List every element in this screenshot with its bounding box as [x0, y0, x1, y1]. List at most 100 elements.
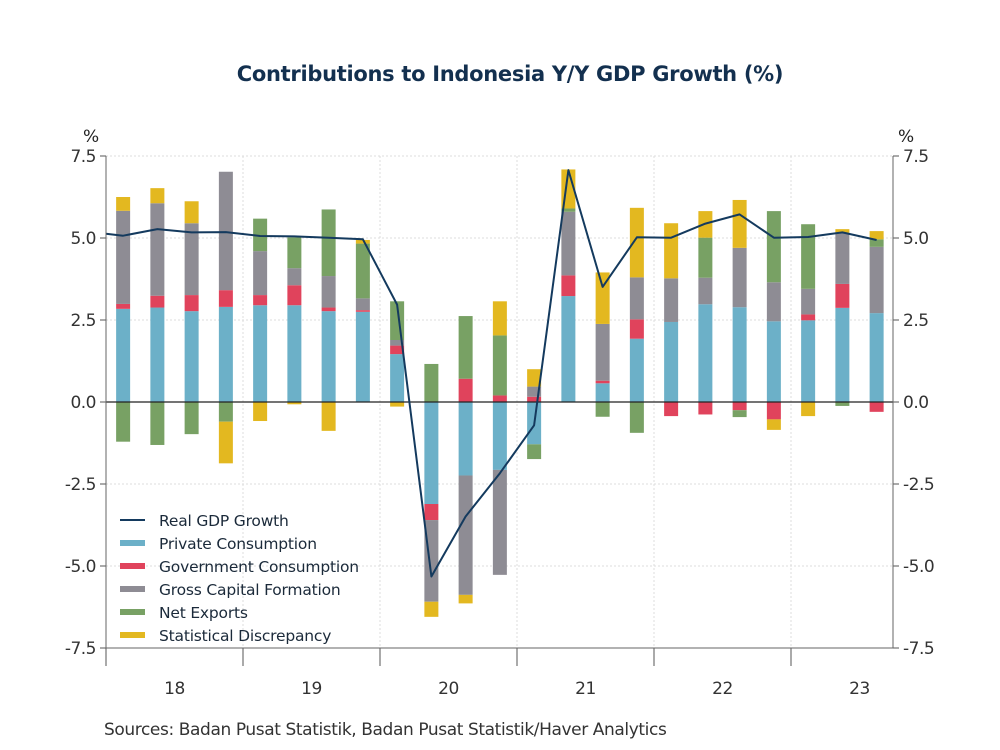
bar-statistical-discrepancy-2022q3 [732, 199, 747, 248]
bar-statistical-discrepancy-2023q2 [835, 229, 850, 233]
legend-swatch-government-consumption [120, 563, 145, 569]
bar-government-consumption-2021q1 [527, 396, 542, 402]
bar-gross-capital-formation-2021q1 [527, 386, 542, 397]
bar-government-consumption-2023q1 [801, 314, 816, 321]
bar-net-exports-2020q3 [458, 316, 473, 379]
bar-statistical-discrepancy-2019q4 [355, 239, 370, 244]
bar-government-consumption-2019q4 [355, 310, 370, 312]
bar-private-consumption-2018q3 [184, 311, 199, 402]
bar-private-consumption-2023q2 [835, 307, 850, 402]
bar-statistical-discrepancy-2020q2 [424, 601, 439, 617]
y-tick-label-right: 2.5 [903, 311, 929, 331]
bar-private-consumption-2020q1 [390, 354, 405, 402]
bar-gross-capital-formation-2021q3 [595, 323, 610, 381]
bar-private-consumption-2021q3 [595, 383, 610, 402]
bar-statistical-discrepancy-2018q2 [150, 188, 165, 204]
bar-government-consumption-2018q4 [218, 290, 233, 307]
bar-net-exports-2021q2 [561, 208, 576, 212]
bar-gross-capital-formation-2020q2 [424, 520, 439, 602]
bar-government-consumption-2019q3 [321, 307, 336, 312]
bar-government-consumption-2020q4 [492, 395, 507, 402]
legend-label-private-consumption: Private Consumption [159, 535, 317, 553]
left-unit-label: % [83, 127, 99, 147]
bar-net-exports-2019q3 [321, 209, 336, 277]
y-tick-label-left: 5.0 [70, 229, 96, 249]
bar-gross-capital-formation-2020q3 [458, 475, 473, 595]
bar-gross-capital-formation-2023q3 [869, 246, 884, 314]
legend-label-government-consumption: Government Consumption [159, 558, 359, 576]
bar-net-exports-2023q1 [801, 224, 816, 289]
y-tick-label-left: 7.5 [70, 147, 96, 167]
bar-private-consumption-2020q4 [492, 402, 507, 470]
y-tick-label-left: 0.0 [70, 393, 96, 413]
bar-gross-capital-formation-2023q1 [801, 288, 816, 315]
bar-net-exports-2022q3 [732, 410, 747, 418]
bar-government-consumption-2023q2 [835, 283, 850, 308]
y-tick-label-left: -2.5 [65, 475, 96, 495]
bar-private-consumption-2018q4 [218, 306, 233, 402]
bar-net-exports-2021q4 [629, 402, 644, 433]
bar-gross-capital-formation-2019q4 [355, 298, 370, 311]
bar-private-consumption-2019q4 [355, 311, 370, 402]
bar-private-consumption-2020q2 [424, 402, 439, 505]
x-tick-label: 23 [849, 679, 870, 699]
bar-gross-capital-formation-2019q3 [321, 276, 336, 308]
axes: 7.5 7.5 5.0 5.0 2.5 2.5 0.0 0.0 -2.5 -2.5 -5.0 -5.0… [65, 147, 935, 699]
bar-statistical-discrepancy-2019q2 [287, 402, 302, 405]
y-tick-label-left: -7.5 [65, 639, 96, 659]
bar-government-consumption-2019q1 [253, 295, 268, 306]
x-tick-label: 20 [438, 679, 459, 699]
bar-net-exports-2023q2 [835, 402, 850, 406]
bar-private-consumption-2019q3 [321, 311, 336, 402]
x-tick-label: 21 [575, 679, 596, 699]
bar-net-exports-2018q3 [184, 402, 199, 435]
legend: Real GDP Growth Private Consumption Govern… [120, 512, 359, 645]
bar-government-consumption-2022q4 [766, 402, 781, 420]
y-tick-label-right: -2.5 [903, 475, 934, 495]
bar-statistical-discrepancy-2018q4 [218, 421, 233, 464]
bar-statistical-discrepancy-2021q3 [595, 272, 610, 324]
y-tick-label-right: 0.0 [903, 393, 929, 413]
legend-label-real-gdp-growth: Real GDP Growth [159, 512, 289, 530]
bar-gross-capital-formation-2020q1 [390, 340, 405, 346]
right-unit-label: % [898, 127, 914, 147]
bar-statistical-discrepancy-2018q1 [116, 197, 131, 211]
bar-statistical-discrepancy-2020q4 [492, 301, 507, 336]
bar-government-consumption-2020q3 [458, 378, 473, 402]
bar-gross-capital-formation-2018q1 [116, 210, 131, 304]
bar-government-consumption-2021q2 [561, 275, 576, 297]
bar-net-exports-2019q2 [287, 237, 302, 269]
bar-net-exports-2018q4 [218, 402, 233, 422]
bar-private-consumption-2019q1 [253, 305, 268, 402]
bar-gross-capital-formation-2023q2 [835, 232, 850, 284]
chart-title: Contributions to Indonesia Y/Y GDP Growt… [236, 62, 784, 86]
bar-statistical-discrepancy-2018q3 [184, 201, 199, 224]
sources-note: Sources: Badan Pusat Statistik, Badan Pu… [104, 720, 667, 740]
bar-statistical-discrepancy-2019q3 [321, 402, 336, 431]
bar-government-consumption-2021q4 [629, 319, 644, 339]
bar-private-consumption-2023q3 [869, 313, 884, 402]
bar-net-exports-2019q4 [355, 243, 370, 299]
legend-swatch-gross-capital-formation [120, 586, 145, 592]
bar-private-consumption-2018q2 [150, 307, 165, 402]
bar-gross-capital-formation-2018q4 [218, 171, 233, 291]
bar-net-exports-2022q2 [698, 237, 713, 278]
bar-statistical-discrepancy-2023q3 [869, 231, 884, 240]
bar-statistical-discrepancy-2022q1 [664, 223, 679, 279]
x-tick-label: 19 [301, 679, 322, 699]
legend-swatch-net-exports [120, 609, 145, 615]
legend-label-net-exports: Net Exports [159, 604, 248, 622]
bar-private-consumption-2022q4 [766, 321, 781, 402]
bar-gross-capital-formation-2019q2 [287, 268, 302, 286]
x-tick-label: 22 [712, 679, 733, 699]
bar-gross-capital-formation-2021q4 [629, 277, 644, 320]
bar-net-exports-2020q4 [492, 335, 507, 396]
bar-private-consumption-2022q3 [732, 307, 747, 402]
bar-private-consumption-2022q1 [664, 321, 679, 402]
x-tick-label: 18 [164, 679, 185, 699]
bar-gross-capital-formation-2018q3 [184, 223, 199, 296]
bar-statistical-discrepancy-2020q3 [458, 594, 473, 604]
bar-net-exports-2022q4 [766, 211, 781, 283]
y-tick-label-right: 5.0 [903, 229, 929, 249]
bar-net-exports-2019q1 [253, 218, 268, 252]
